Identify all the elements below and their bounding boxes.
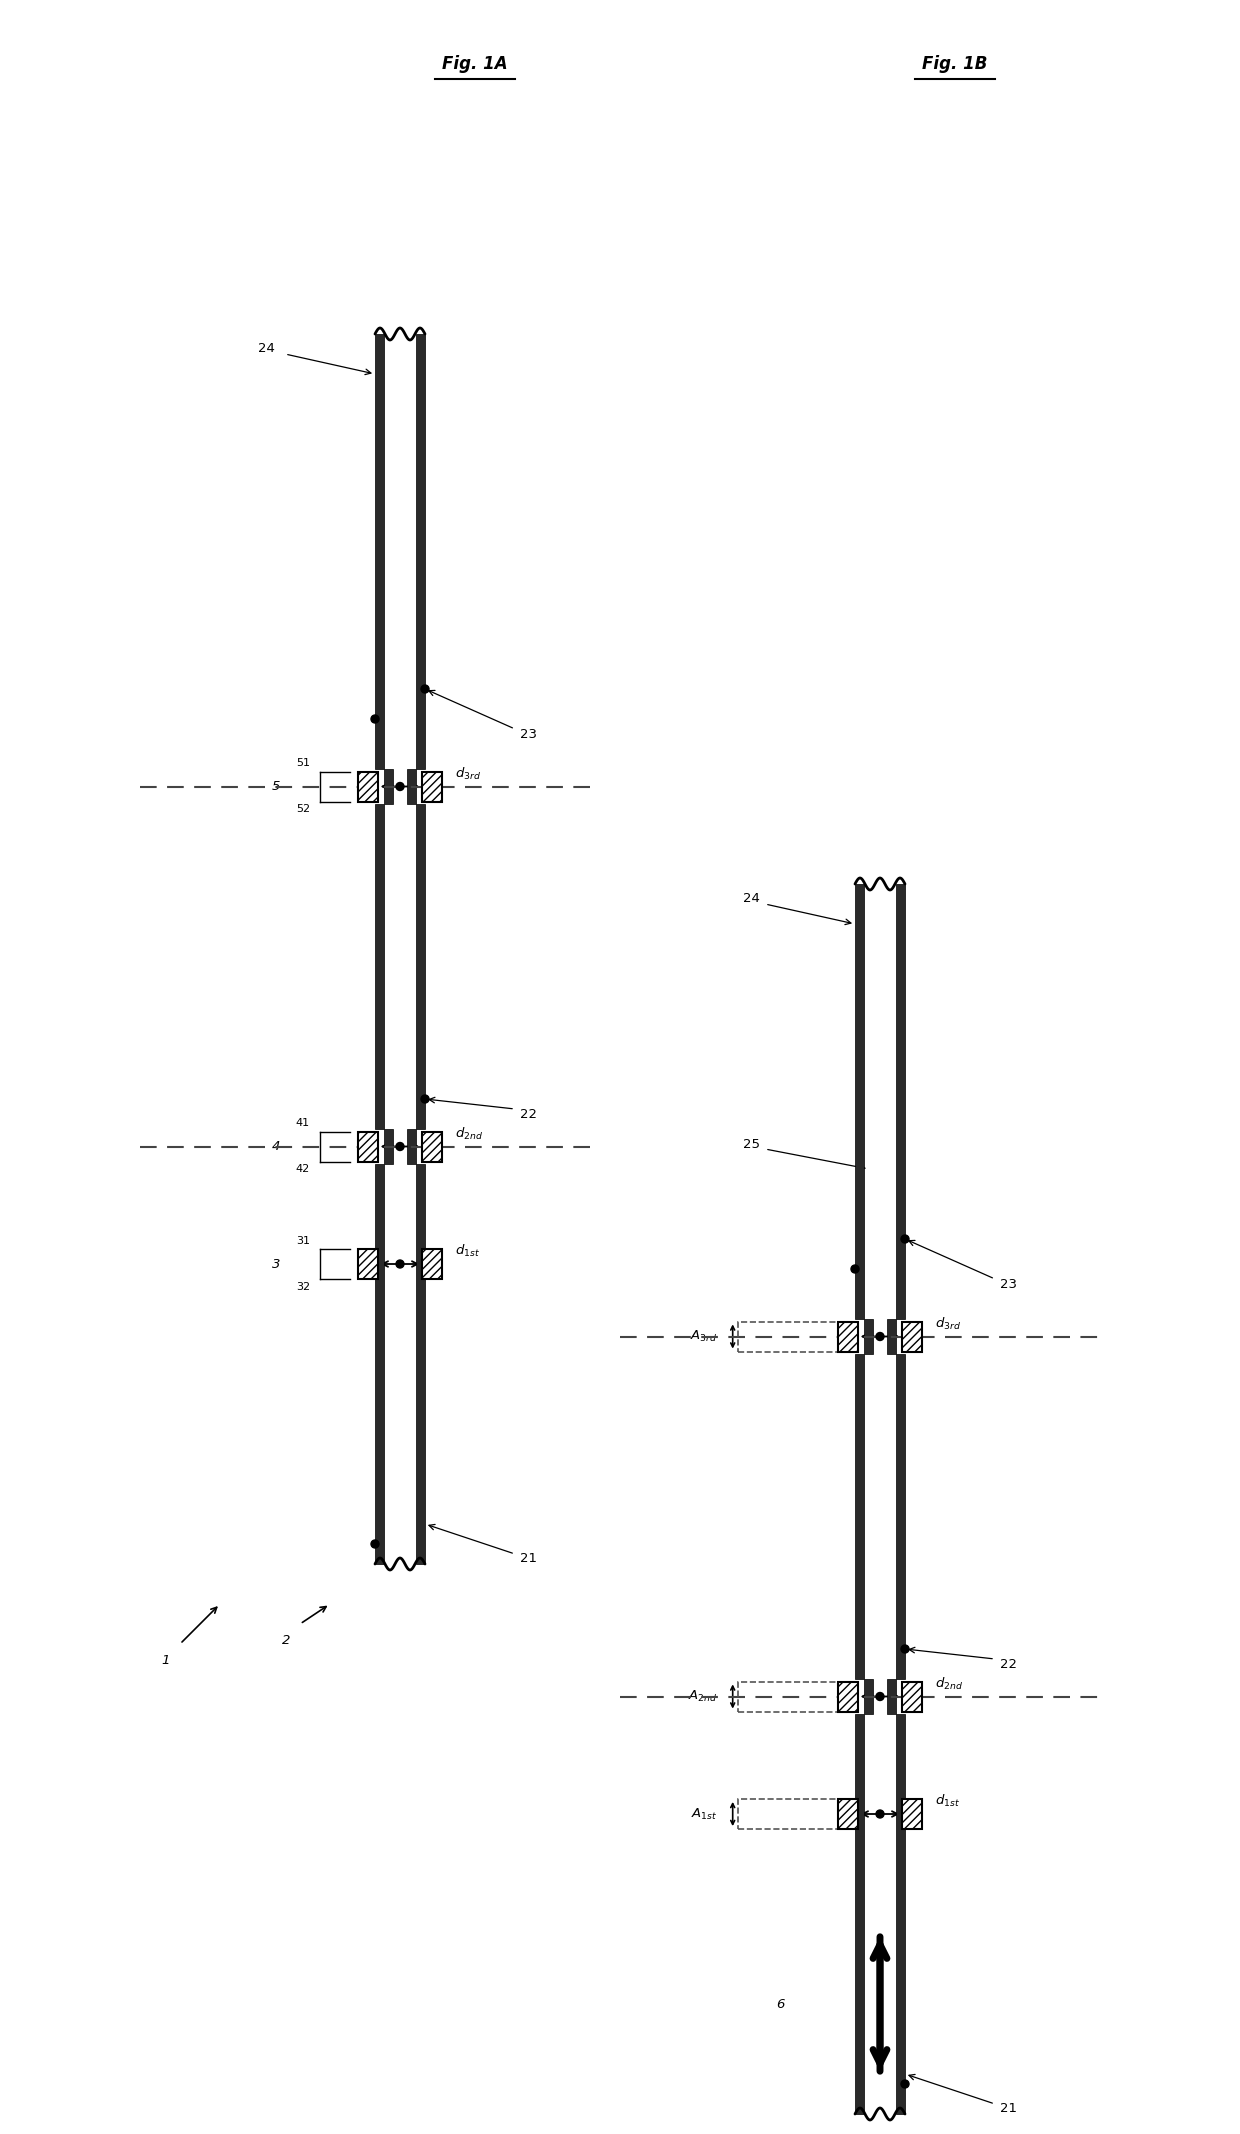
Text: 23: 23 bbox=[520, 728, 537, 740]
Text: 24: 24 bbox=[258, 341, 275, 356]
Text: 21: 21 bbox=[520, 1554, 537, 1566]
Bar bbox=[864, 1319, 873, 1353]
Bar bbox=[357, 1248, 378, 1278]
Bar bbox=[856, 1714, 864, 2115]
Bar bbox=[887, 1679, 897, 1714]
Circle shape bbox=[901, 1645, 909, 1654]
Text: 23: 23 bbox=[999, 1278, 1017, 1291]
Bar bbox=[423, 1131, 443, 1161]
Circle shape bbox=[875, 1332, 884, 1340]
Bar bbox=[384, 768, 393, 805]
Circle shape bbox=[371, 715, 379, 723]
Circle shape bbox=[396, 1142, 404, 1150]
Circle shape bbox=[396, 783, 404, 790]
Bar bbox=[903, 1682, 923, 1711]
Bar bbox=[903, 1321, 923, 1351]
Text: 24: 24 bbox=[743, 892, 760, 905]
Bar bbox=[864, 1714, 897, 2115]
Bar bbox=[897, 883, 905, 1319]
Text: Fig. 1B: Fig. 1B bbox=[923, 55, 988, 73]
Text: 3: 3 bbox=[272, 1257, 280, 1270]
Text: $d_{3rd}$: $d_{3rd}$ bbox=[455, 766, 481, 781]
Bar bbox=[415, 805, 425, 1129]
Bar bbox=[903, 1799, 923, 1829]
Bar bbox=[738, 1321, 838, 1351]
Bar bbox=[384, 1163, 415, 1564]
Bar bbox=[423, 773, 443, 802]
Text: 21: 21 bbox=[999, 2102, 1017, 2115]
Text: $A_{1st}$: $A_{1st}$ bbox=[691, 1807, 718, 1822]
Text: $A_{2nd}$: $A_{2nd}$ bbox=[688, 1688, 718, 1705]
Bar bbox=[873, 1679, 887, 1714]
Bar bbox=[415, 1163, 425, 1564]
Bar bbox=[856, 1353, 864, 1679]
Bar bbox=[864, 1353, 897, 1679]
Circle shape bbox=[371, 1541, 379, 1547]
Circle shape bbox=[875, 1692, 884, 1701]
Bar bbox=[887, 1319, 897, 1353]
Text: 22: 22 bbox=[520, 1108, 537, 1120]
Bar bbox=[374, 335, 384, 768]
Bar bbox=[838, 1682, 858, 1711]
Circle shape bbox=[396, 1259, 404, 1268]
Bar bbox=[415, 335, 425, 768]
Circle shape bbox=[901, 2081, 909, 2087]
Bar bbox=[384, 805, 415, 1129]
Bar bbox=[864, 883, 897, 1319]
Bar bbox=[407, 1129, 415, 1163]
Bar bbox=[393, 1129, 407, 1163]
Bar bbox=[738, 1799, 838, 1829]
Text: $d_{1st}$: $d_{1st}$ bbox=[455, 1242, 480, 1259]
Text: $d_{1st}$: $d_{1st}$ bbox=[935, 1793, 960, 1810]
Text: 31: 31 bbox=[296, 1236, 310, 1246]
Bar bbox=[374, 1163, 384, 1564]
Text: 25: 25 bbox=[743, 1137, 760, 1150]
Bar bbox=[407, 768, 415, 805]
Circle shape bbox=[422, 1095, 429, 1103]
Bar bbox=[738, 1682, 838, 1711]
Text: $d_{3rd}$: $d_{3rd}$ bbox=[935, 1315, 961, 1332]
Bar bbox=[393, 768, 407, 805]
Bar bbox=[357, 1131, 378, 1161]
Circle shape bbox=[851, 1265, 859, 1274]
Bar bbox=[838, 1321, 858, 1351]
Text: $d_{2nd}$: $d_{2nd}$ bbox=[935, 1675, 963, 1692]
Text: 52: 52 bbox=[296, 805, 310, 815]
Circle shape bbox=[901, 1236, 909, 1242]
Bar bbox=[838, 1799, 858, 1829]
Circle shape bbox=[422, 685, 429, 694]
Text: $A_{3rd}$: $A_{3rd}$ bbox=[691, 1329, 718, 1344]
Bar bbox=[864, 1679, 873, 1714]
Bar bbox=[384, 335, 415, 768]
Text: 5: 5 bbox=[272, 781, 280, 794]
Bar bbox=[897, 1714, 905, 2115]
Text: 1: 1 bbox=[161, 1654, 170, 1667]
Text: 51: 51 bbox=[296, 758, 310, 768]
Text: $d_{2nd}$: $d_{2nd}$ bbox=[455, 1125, 484, 1142]
Bar bbox=[357, 773, 378, 802]
Text: 4: 4 bbox=[272, 1140, 280, 1152]
Bar bbox=[897, 1353, 905, 1679]
Text: Fig. 1A: Fig. 1A bbox=[443, 55, 508, 73]
Text: 41: 41 bbox=[296, 1118, 310, 1129]
Text: 22: 22 bbox=[999, 1658, 1017, 1671]
Text: 32: 32 bbox=[296, 1283, 310, 1291]
Bar bbox=[873, 1319, 887, 1353]
Text: 2: 2 bbox=[281, 1635, 290, 1647]
Bar bbox=[423, 1248, 443, 1278]
Bar bbox=[384, 1129, 393, 1163]
Bar bbox=[374, 805, 384, 1129]
Bar bbox=[856, 883, 864, 1319]
Text: 42: 42 bbox=[296, 1165, 310, 1174]
Text: 6: 6 bbox=[776, 1997, 785, 2010]
Circle shape bbox=[875, 1810, 884, 1818]
